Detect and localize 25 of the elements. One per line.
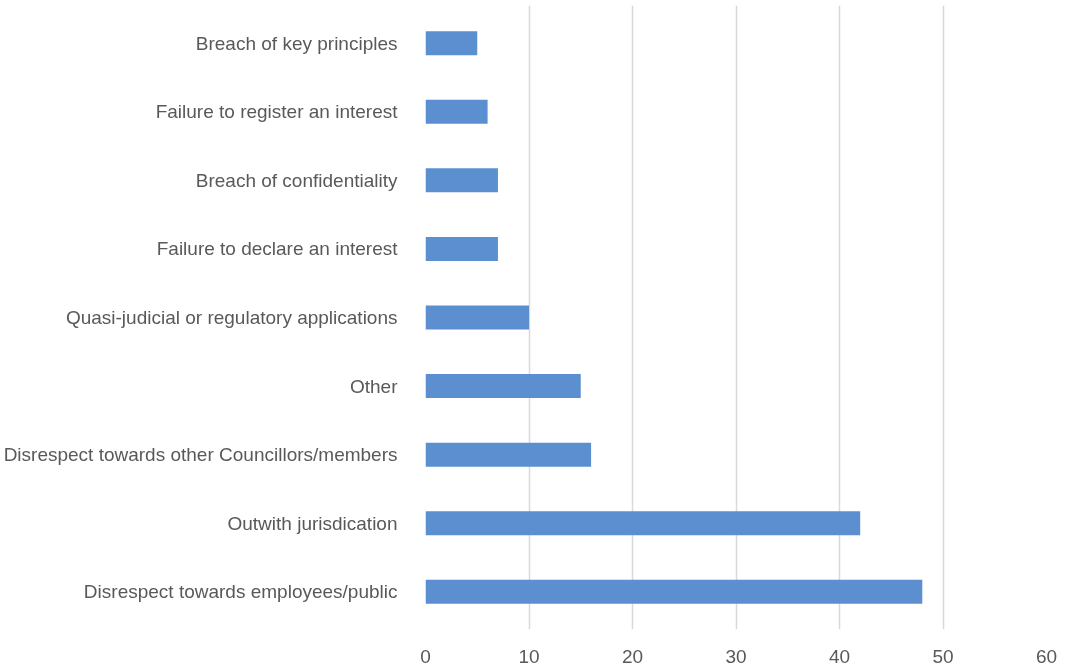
y-tick-label: Breach of confidentiality bbox=[195, 169, 398, 191]
x-tick-label: 10 bbox=[518, 645, 540, 667]
x-tick-label: 20 bbox=[621, 645, 644, 667]
y-tick-label: Breach of key principles bbox=[195, 32, 398, 54]
bar bbox=[425, 305, 529, 330]
y-tick-label: Outwith jurisdication bbox=[227, 512, 398, 534]
y-tick-label: Quasi-judicial or regulatory applications bbox=[65, 307, 398, 328]
bar bbox=[425, 442, 592, 467]
y-tick-label: Failure to declare an interest bbox=[156, 238, 399, 260]
x-tick-label: 50 bbox=[932, 645, 954, 667]
bar bbox=[425, 99, 488, 124]
bar bbox=[425, 31, 478, 56]
x-tick-label: 40 bbox=[828, 645, 851, 667]
bar bbox=[425, 579, 923, 604]
bar bbox=[425, 374, 581, 399]
bar bbox=[425, 168, 498, 193]
x-tick-label: 0 bbox=[420, 645, 431, 667]
x-tick-label: 60 bbox=[1035, 645, 1058, 667]
y-tick-label: Failure to register an interest bbox=[155, 101, 399, 123]
y-tick-label: Disrespect towards other Councillors/members bbox=[3, 444, 398, 466]
x-tick-label: 30 bbox=[725, 645, 747, 667]
y-tick-label: Other bbox=[349, 375, 399, 397]
bar bbox=[425, 236, 498, 261]
bar bbox=[425, 511, 861, 536]
y-tick-label: Disrespect towards employees/public bbox=[83, 581, 398, 603]
